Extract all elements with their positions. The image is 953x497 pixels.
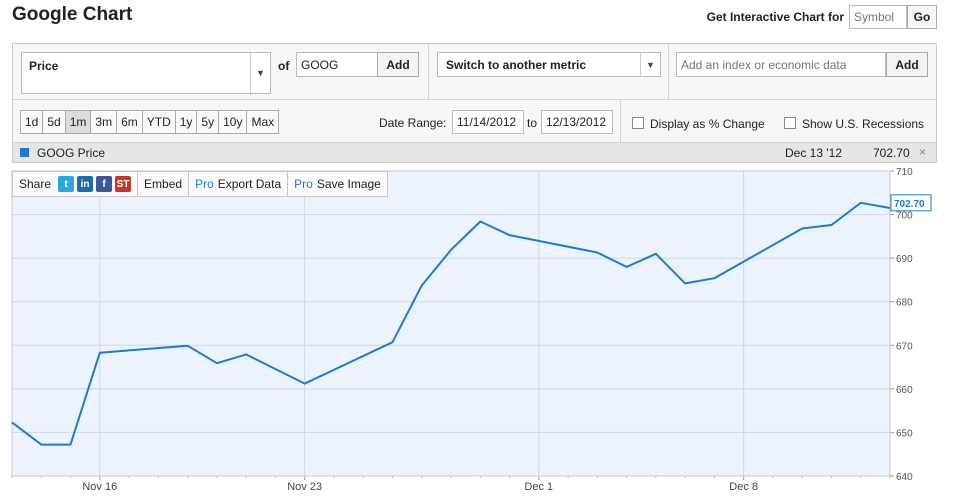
period-button-10y[interactable]: 10y bbox=[219, 110, 248, 134]
period-button-ytd[interactable]: YTD bbox=[142, 110, 176, 134]
y-tick-label: 650 bbox=[896, 428, 913, 439]
last-value-badge bbox=[890, 194, 932, 212]
last-value-label: 702.70 bbox=[894, 199, 925, 210]
legend-row: GOOG Price Dec 13 '12 702.70 × bbox=[13, 142, 936, 162]
recessions-label: Show U.S. Recessions bbox=[802, 117, 925, 131]
switch-metric-select[interactable]: Switch to another metric ▼ bbox=[437, 52, 661, 77]
control-panel: Price ▼ of Add Switch to another metric … bbox=[12, 43, 937, 163]
ticker-input[interactable] bbox=[296, 52, 378, 77]
switch-metric-label: Switch to another metric bbox=[446, 58, 587, 72]
export-data-button[interactable]: Pro Export Data bbox=[189, 172, 289, 196]
embed-button[interactable]: Embed bbox=[138, 172, 190, 196]
chart-toolbar: Share t in f ST Embed Pro Export Data Pr… bbox=[12, 171, 388, 197]
to-label: to bbox=[527, 116, 538, 130]
share-group: Share t in f ST bbox=[13, 172, 139, 196]
metric-select[interactable]: Price ▼ bbox=[21, 52, 271, 94]
period-button-5y[interactable]: 5y bbox=[197, 110, 220, 134]
interactive-chart-label: Get Interactive Chart for bbox=[706, 10, 844, 24]
series-line-goog-price bbox=[11, 201, 891, 446]
save-image-button[interactable]: Pro Save Image bbox=[288, 172, 387, 196]
date-from-input[interactable] bbox=[452, 110, 524, 134]
y-tick-label: 700 bbox=[896, 211, 913, 222]
period-button-6m[interactable]: 6m bbox=[117, 110, 143, 134]
period-buttons: 1d 5d 1m 3m 6m YTD 1y 5y 10y Max bbox=[20, 110, 280, 134]
date-to-input[interactable] bbox=[541, 110, 613, 134]
period-button-max[interactable]: Max bbox=[247, 110, 280, 134]
chevron-down-icon: ▼ bbox=[250, 53, 270, 93]
legend-series-name: GOOG Price bbox=[37, 146, 106, 160]
date-range-label: Date Range: bbox=[379, 116, 447, 130]
twitter-icon[interactable]: t bbox=[58, 176, 75, 192]
metric-select-value: Price bbox=[29, 59, 59, 73]
divider bbox=[668, 44, 669, 100]
interactive-chart-search: Get Interactive Chart for Go bbox=[707, 5, 937, 29]
x-tick-label: Nov 16 bbox=[82, 481, 117, 493]
period-button-1d[interactable]: 1d bbox=[20, 110, 44, 134]
plot-border bbox=[11, 170, 891, 477]
index-input[interactable] bbox=[676, 52, 886, 77]
x-tick-label: Dec 1 bbox=[524, 481, 553, 493]
export-data-label: Export Data bbox=[217, 177, 282, 191]
y-tick-label: 640 bbox=[896, 472, 913, 483]
percent-change-checkbox[interactable] bbox=[632, 117, 644, 129]
y-tick-label: 680 bbox=[896, 298, 913, 309]
divider bbox=[428, 44, 429, 100]
share-label: Share bbox=[19, 177, 52, 191]
period-button-5d[interactable]: 5d bbox=[43, 110, 66, 134]
of-label: of bbox=[278, 59, 290, 73]
y-tick-label: 710 bbox=[896, 167, 913, 178]
y-tick-label: 660 bbox=[896, 385, 913, 396]
facebook-icon[interactable]: f bbox=[96, 176, 113, 192]
x-tick-label: Dec 8 bbox=[729, 481, 758, 493]
percent-change-label: Display as % Change bbox=[650, 117, 765, 131]
legend-date: Dec 13 '12 bbox=[785, 146, 842, 160]
stocktwits-icon[interactable]: ST bbox=[115, 176, 132, 192]
period-button-1y[interactable]: 1y bbox=[175, 110, 198, 134]
remove-series-icon[interactable]: × bbox=[919, 145, 927, 159]
linkedin-icon[interactable]: in bbox=[77, 176, 94, 192]
legend-value: 702.70 bbox=[873, 146, 910, 160]
go-button[interactable]: Go bbox=[907, 5, 937, 29]
divider bbox=[620, 100, 621, 142]
period-button-1m[interactable]: 1m bbox=[65, 110, 92, 134]
save-image-label: Save Image bbox=[316, 177, 381, 191]
y-tick-label: 670 bbox=[896, 341, 913, 352]
y-tick-label: 690 bbox=[896, 254, 913, 265]
page-title: Google Chart bbox=[12, 4, 133, 25]
period-button-3m[interactable]: 3m bbox=[91, 110, 118, 134]
embed-label: Embed bbox=[144, 177, 183, 191]
recessions-checkbox[interactable] bbox=[784, 117, 796, 129]
pro-badge: Pro bbox=[294, 177, 313, 191]
chevron-down-icon: ▼ bbox=[640, 53, 660, 76]
symbol-input[interactable] bbox=[849, 5, 907, 29]
x-tick-label: Nov 23 bbox=[287, 481, 322, 493]
metric-row: Price ▼ of Add Switch to another metric … bbox=[13, 44, 936, 100]
legend-swatch bbox=[20, 148, 29, 157]
plot-background bbox=[12, 171, 890, 476]
add-index-button[interactable]: Add bbox=[886, 52, 928, 77]
pro-badge: Pro bbox=[195, 177, 214, 191]
add-ticker-button[interactable]: Add bbox=[377, 52, 419, 77]
